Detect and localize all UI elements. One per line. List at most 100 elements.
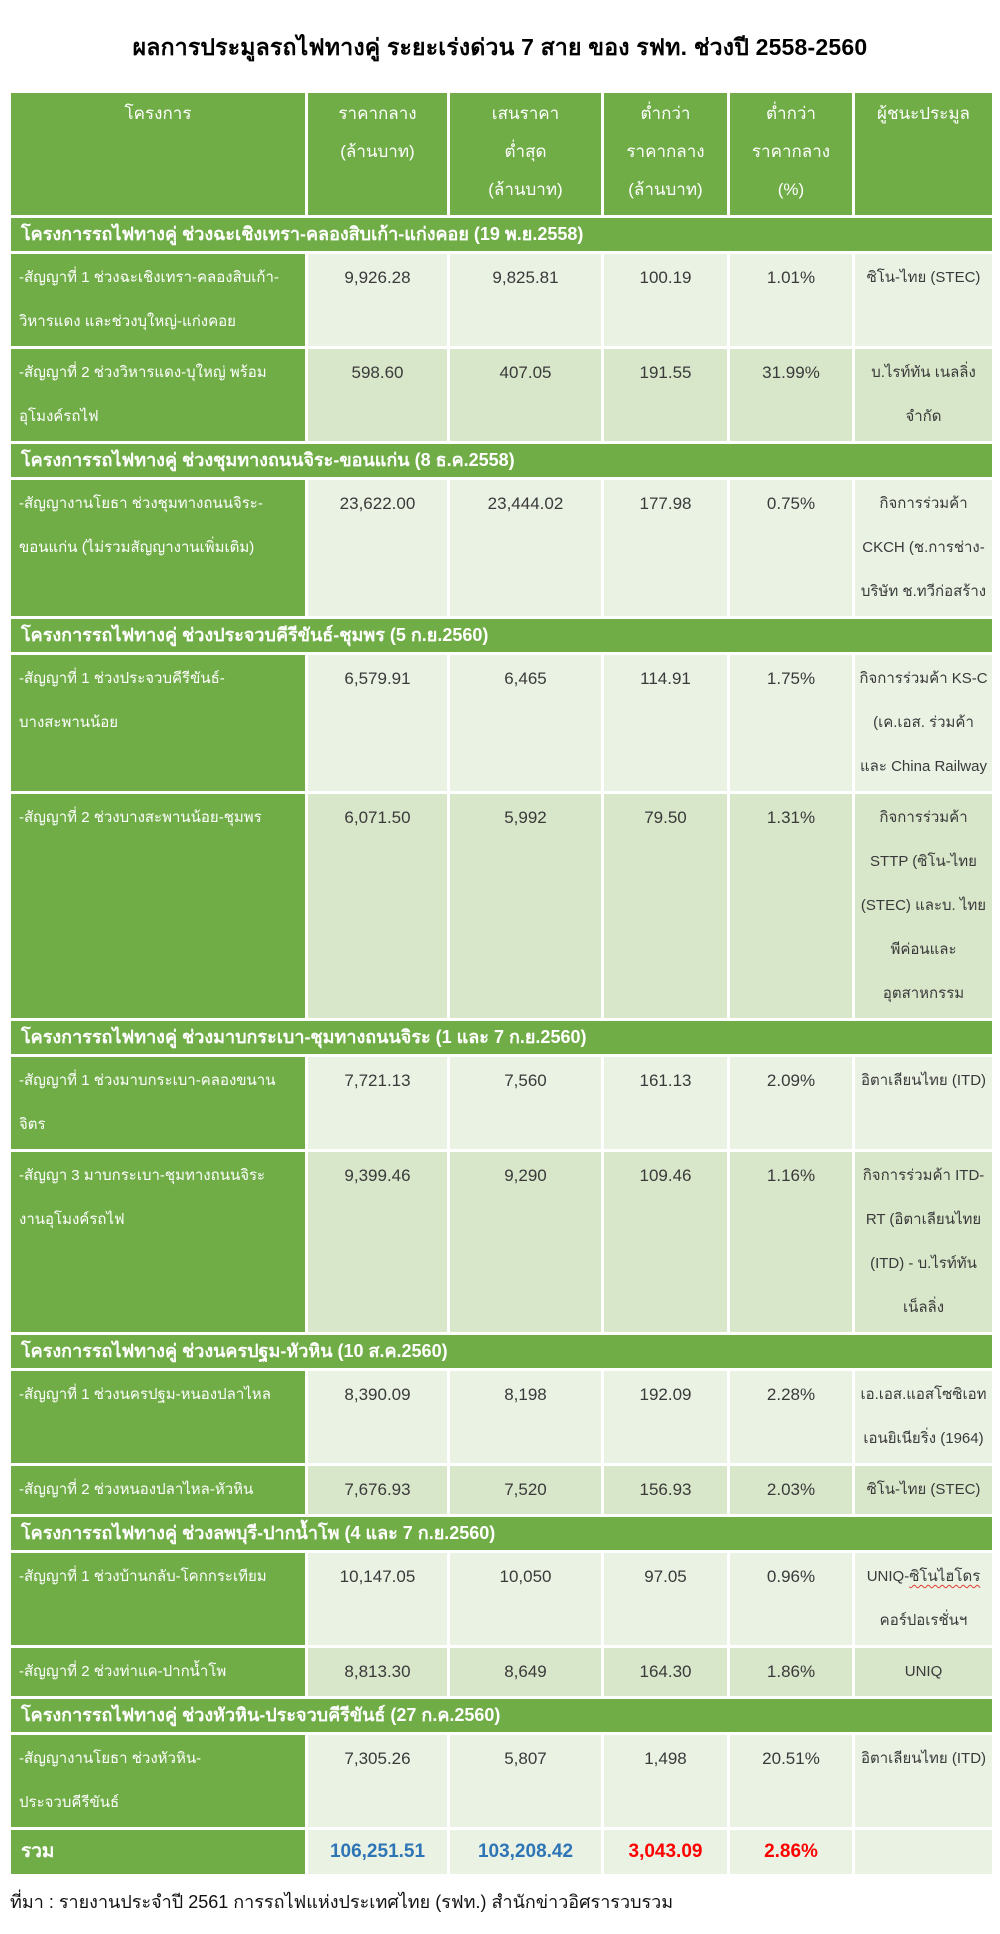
- below-median-cell: 100.19: [601, 251, 730, 349]
- column-header-line: ผู้ชนะประมูล: [877, 104, 970, 123]
- column-header-line: ราคากลาง: [338, 104, 417, 123]
- section-header: โครงการรถไฟทางคู่ ช่วงนครปฐม-หัวหิน (10 …: [8, 1332, 995, 1371]
- table-row: -สัญญาที่ 2 ช่วงวิหารแดง-บุใหญ่ พร้อมอุโ…: [8, 346, 995, 444]
- section-header: โครงการรถไฟทางคู่ ช่วงชุมทางถนนจิระ-ขอนแ…: [8, 441, 995, 480]
- total-below-pct-cell: 2.86%: [727, 1827, 855, 1877]
- table-row: -สัญญา 3 มาบกระเบา-ชุมทางถนนจิระ งานอุโม…: [8, 1149, 995, 1335]
- project-cell: -สัญญาที่ 1 ช่วงนครปฐม-หนองปลาไหล: [8, 1368, 308, 1466]
- column-header-0: โครงการ: [8, 90, 308, 218]
- below-median-pct-cell: 1.01%: [727, 251, 855, 349]
- total-row: รวม 106,251.51 103,208.42 3,043.09 2.86%: [8, 1827, 995, 1877]
- total-median-cell: 106,251.51: [305, 1827, 450, 1877]
- section-header-row: โครงการรถไฟทางคู่ ช่วงหัวหิน-ประจวบคีรีข…: [8, 1696, 995, 1735]
- total-winner-cell: [852, 1827, 995, 1877]
- table-row: -สัญญาที่ 2 ช่วงท่าแค-ปากน้ำโพ 8,813.30 8,…: [8, 1645, 995, 1699]
- below-median-pct-cell: 2.09%: [727, 1054, 855, 1152]
- total-label-cell: รวม: [8, 1827, 308, 1877]
- section-header: โครงการรถไฟทางคู่ ช่วงมาบกระเบา-ชุมทางถน…: [8, 1018, 995, 1057]
- below-median-pct-cell: 1.16%: [727, 1149, 855, 1335]
- column-header-line: ต่ำสุด: [504, 142, 547, 161]
- median-price-cell: 6,579.91: [305, 652, 450, 794]
- below-median-pct-cell: 0.96%: [727, 1550, 855, 1648]
- table-row: -สัญญาที่ 1 ช่วงนครปฐม-หนองปลาไหล 8,390.0…: [8, 1368, 995, 1466]
- below-median-cell: 191.55: [601, 346, 730, 444]
- below-median-cell: 109.46: [601, 1149, 730, 1335]
- median-price-cell: 598.60: [305, 346, 450, 444]
- project-cell: -สัญญาที่ 2 ช่วงท่าแค-ปากน้ำโพ: [8, 1645, 308, 1699]
- project-cell: -สัญญาที่ 1 ช่วงมาบกระเบา-คลองขนานจิตร: [8, 1054, 308, 1152]
- section-header: โครงการรถไฟทางคู่ ช่วงประจวบคีรีขันธ์-ชุ…: [8, 616, 995, 655]
- project-cell: -สัญญาที่ 1 ช่วงฉะเชิงเทรา-คลองสิบเก้า-ว…: [8, 251, 308, 349]
- winner-cell: กิจการร่วมค้า KS-C (เค.เอส. ร่วมค้า และ …: [852, 652, 995, 794]
- below-median-cell: 79.50: [601, 791, 730, 1021]
- section-header-row: โครงการรถไฟทางคู่ ช่วงชุมทางถนนจิระ-ขอนแ…: [8, 441, 995, 480]
- column-header-line: เสนราคา: [491, 104, 560, 123]
- section-header: โครงการรถไฟทางคู่ ช่วงหัวหิน-ประจวบคีรีข…: [8, 1696, 995, 1735]
- project-cell: -สัญญาที่ 2 ช่วงวิหารแดง-บุใหญ่ พร้อมอุโ…: [8, 346, 308, 444]
- below-median-cell: 192.09: [601, 1368, 730, 1466]
- spellcheck-underline: ซิโนไฮโดร: [909, 1568, 981, 1585]
- winner-cell: UNIQ-ซิโนไฮโดร คอร์ปอเรชั่นฯ: [852, 1550, 995, 1648]
- lowest-bid-cell: 8,198: [447, 1368, 604, 1466]
- section-header-row: โครงการรถไฟทางคู่ ช่วงประจวบคีรีขันธ์-ชุ…: [8, 616, 995, 655]
- winner-cell: ซิโน-ไทย (STEC): [852, 251, 995, 349]
- median-price-cell: 8,390.09: [305, 1368, 450, 1466]
- total-below-cell: 3,043.09: [601, 1827, 730, 1877]
- column-header-line: ต่ำกว่า: [640, 104, 691, 123]
- lowest-bid-cell: 9,825.81: [447, 251, 604, 349]
- column-header-3: ต่ำกว่า ราคากลาง (ล้านบาท): [601, 90, 730, 218]
- column-header-line: (ล้านบาท): [628, 180, 703, 199]
- below-median-pct-cell: 2.03%: [727, 1463, 855, 1517]
- below-median-pct-cell: 1.75%: [727, 652, 855, 794]
- below-median-cell: 1,498: [601, 1732, 730, 1830]
- section-header: โครงการรถไฟทางคู่ ช่วงลพบุรี-ปากน้ำโพ (4…: [8, 1514, 995, 1553]
- column-header-4: ต่ำกว่าราคากลาง (%): [727, 90, 855, 218]
- median-price-cell: 9,399.46: [305, 1149, 450, 1335]
- table-row: -สัญญางานโยธา ช่วงชุมทางถนนจิระ-ขอนแก่น …: [8, 477, 995, 619]
- lowest-bid-cell: 7,560: [447, 1054, 604, 1152]
- column-header-line: ราคากลาง: [751, 142, 831, 161]
- below-median-pct-cell: 2.28%: [727, 1368, 855, 1466]
- winner-cell: กิจการร่วมค้า STTP (ซิโน-ไทย (STEC) และบ…: [852, 791, 995, 1021]
- project-cell: -สัญญาที่ 1 ช่วงบ้านกลับ-โคกกระเทียม: [8, 1550, 308, 1648]
- table-row: -สัญญาที่ 1 ช่วงมาบกระเบา-คลองขนานจิตร 7,…: [8, 1054, 995, 1152]
- median-price-cell: 23,622.00: [305, 477, 450, 619]
- below-median-pct-cell: 1.86%: [727, 1645, 855, 1699]
- column-header-1: ราคากลาง (ล้านบาท): [305, 90, 450, 218]
- below-median-cell: 161.13: [601, 1054, 730, 1152]
- median-price-cell: 8,813.30: [305, 1645, 450, 1699]
- section-header: โครงการรถไฟทางคู่ ช่วงฉะเชิงเทรา-คลองสิบ…: [8, 215, 995, 254]
- table-body: โครงการรถไฟทางคู่ ช่วงฉะเชิงเทรา-คลองสิบ…: [8, 215, 995, 1877]
- lowest-bid-cell: 5,807: [447, 1732, 604, 1830]
- below-median-cell: 156.93: [601, 1463, 730, 1517]
- project-cell: -สัญญาที่ 1 ช่วงประจวบคีรีขันธ์-บางสะพาน…: [8, 652, 308, 794]
- project-cell: -สัญญางานโยธา ช่วงหัวหิน-ประจวบคีรีขันธ์: [8, 1732, 308, 1830]
- winner-cell: UNIQ: [852, 1645, 995, 1699]
- below-median-cell: 114.91: [601, 652, 730, 794]
- below-median-cell: 97.05: [601, 1550, 730, 1648]
- page-title: ผลการประมูลรถไฟทางคู่ ระยะเร่งด่วน 7 สาย…: [132, 34, 868, 60]
- winner-cell: อิตาเลียนไทย (ITD): [852, 1054, 995, 1152]
- lowest-bid-cell: 7,520: [447, 1463, 604, 1517]
- project-cell: -สัญญางานโยธา ช่วงชุมทางถนนจิระ-ขอนแก่น …: [8, 477, 308, 619]
- winner-cell: กิจการร่วมค้า ITD-RT (อิตาเลียนไทย (ITD)…: [852, 1149, 995, 1335]
- below-median-pct-cell: 31.99%: [727, 346, 855, 444]
- lowest-bid-cell: 6,465: [447, 652, 604, 794]
- winner-cell: ซิโน-ไทย (STEC): [852, 1463, 995, 1517]
- lowest-bid-cell: 8,649: [447, 1645, 604, 1699]
- column-header-line: (%): [777, 180, 805, 199]
- lowest-bid-cell: 23,444.02: [447, 477, 604, 619]
- below-median-cell: 177.98: [601, 477, 730, 619]
- section-header-row: โครงการรถไฟทางคู่ ช่วงฉะเชิงเทรา-คลองสิบ…: [8, 215, 995, 254]
- table-row: -สัญญาที่ 2 ช่วงบางสะพานน้อย-ชุมพร 6,071.…: [8, 791, 995, 1021]
- column-header-line: โครงการ: [124, 104, 192, 123]
- lowest-bid-cell: 10,050: [447, 1550, 604, 1648]
- lowest-bid-cell: 407.05: [447, 346, 604, 444]
- column-header-5: ผู้ชนะประมูล: [852, 90, 995, 218]
- section-header-row: โครงการรถไฟทางคู่ ช่วงมาบกระเบา-ชุมทางถน…: [8, 1018, 995, 1057]
- table-row: -สัญญาที่ 1 ช่วงบ้านกลับ-โคกกระเทียม 10,1…: [8, 1550, 995, 1648]
- winner-cell: กิจการร่วมค้า CKCH (ช.การช่าง-บริษัท ช.ท…: [852, 477, 995, 619]
- column-header-line: ต่ำกว่า: [766, 104, 816, 123]
- table-row: -สัญญางานโยธา ช่วงหัวหิน-ประจวบคีรีขันธ์…: [8, 1732, 995, 1830]
- median-price-cell: 7,721.13: [305, 1054, 450, 1152]
